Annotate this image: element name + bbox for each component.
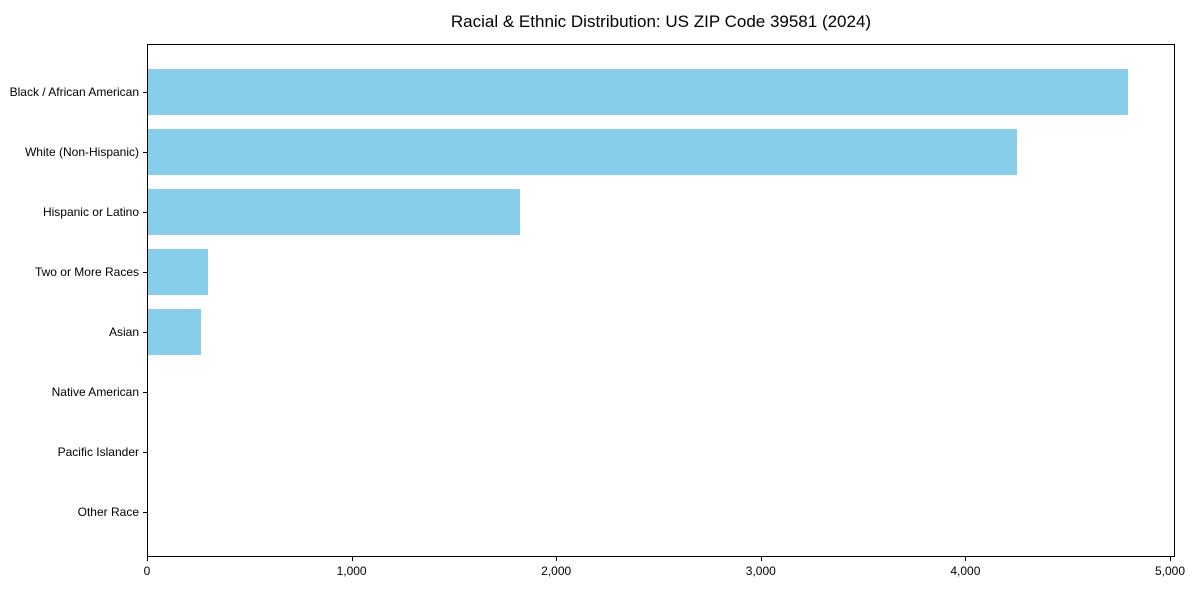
y-tick-mark (143, 512, 147, 513)
x-tick-mark (147, 557, 148, 561)
y-tick-label: Black / African American (9, 85, 139, 99)
bar (148, 189, 520, 235)
y-tick-label: Pacific Islander (57, 445, 139, 459)
plot-area (147, 44, 1175, 557)
x-tick-label: 1,000 (336, 564, 367, 578)
x-tick-mark (965, 557, 967, 561)
x-tick-label: 3,000 (745, 564, 776, 578)
y-tick-label: Asian (108, 325, 139, 339)
bar (148, 69, 1128, 115)
bar (148, 249, 208, 295)
y-tick-mark (143, 452, 147, 453)
y-tick-label: White (Non-Hispanic) (24, 145, 139, 159)
chart-title: Racial & Ethnic Distribution: US ZIP Cod… (450, 12, 872, 31)
y-tick-mark (143, 392, 147, 393)
x-tick-mark (1170, 557, 1171, 561)
x-tick-label: 0 (143, 564, 151, 578)
y-tick-mark (143, 332, 147, 333)
bar (148, 309, 201, 355)
y-tick-mark (143, 92, 147, 93)
x-tick-label: 4,000 (950, 564, 981, 578)
x-tick-label: 2,000 (541, 564, 572, 578)
y-tick-label: Other Race (77, 505, 139, 519)
y-tick-label: Hispanic or Latino (42, 205, 139, 219)
x-tick-mark (760, 557, 762, 561)
y-tick-label: Two or More Races (34, 265, 139, 279)
y-tick-mark (143, 152, 147, 153)
bar (148, 129, 1017, 175)
x-tick-mark (351, 557, 353, 561)
x-tick-label: 5,000 (1154, 564, 1186, 578)
y-tick-mark (143, 212, 147, 213)
y-tick-label: Native American (51, 385, 139, 399)
y-tick-mark (143, 272, 147, 273)
x-tick-mark (556, 557, 558, 561)
